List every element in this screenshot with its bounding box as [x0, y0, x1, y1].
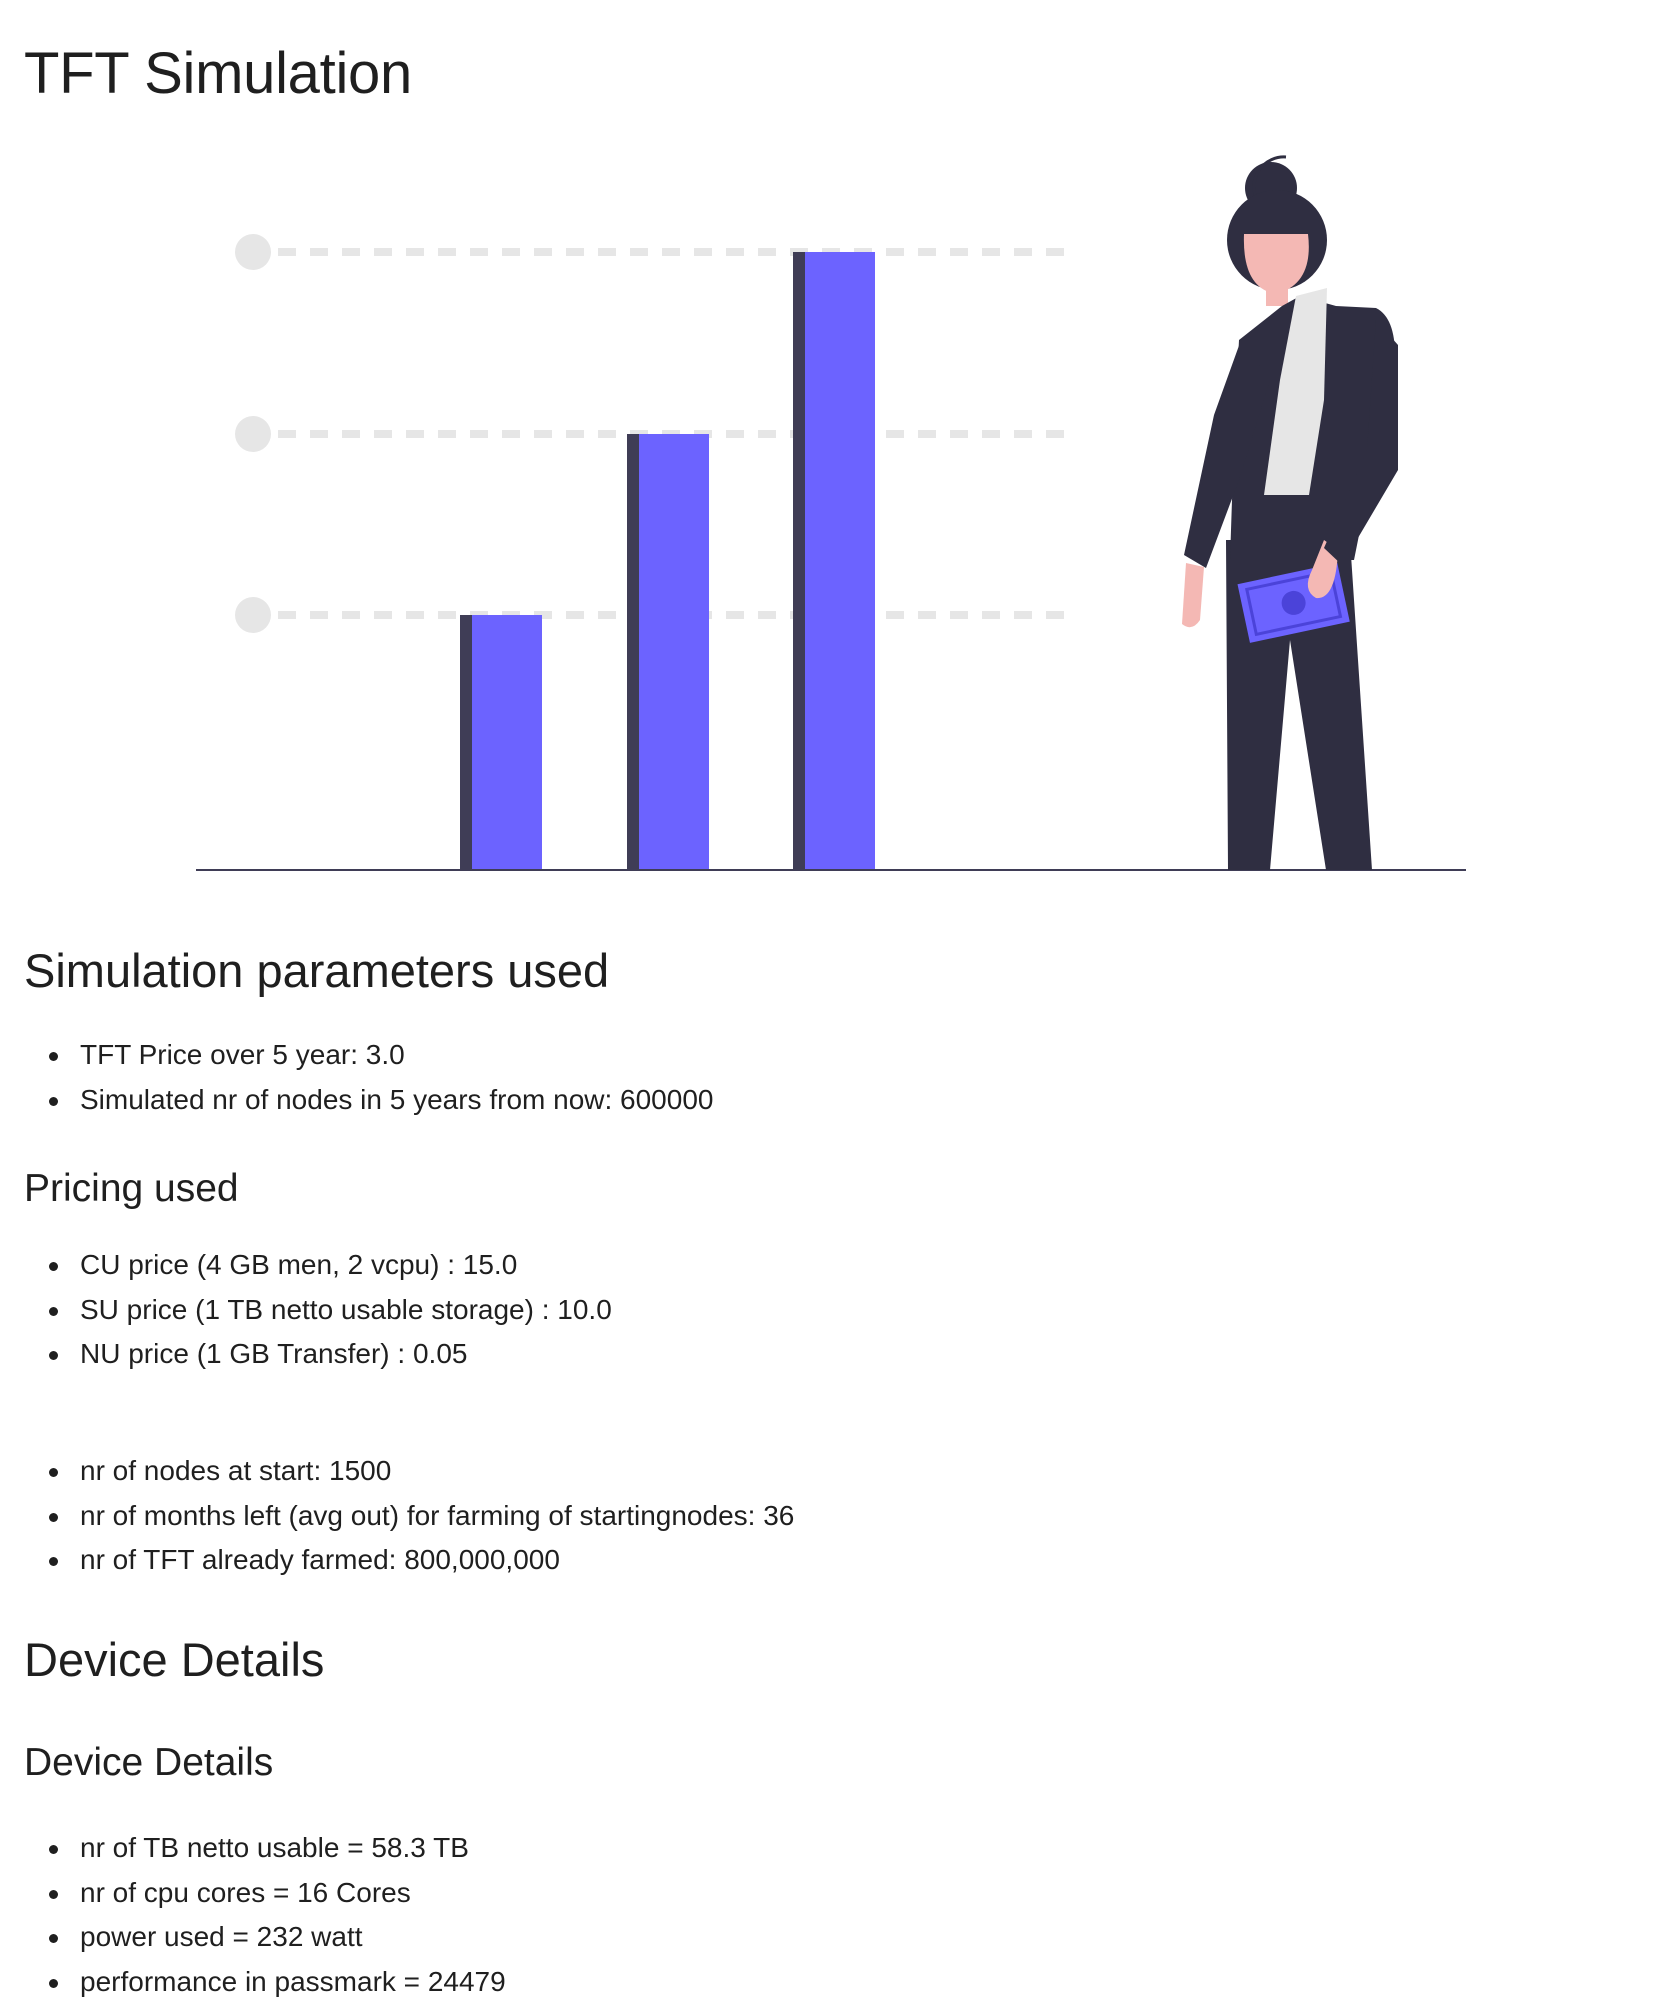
- list-item: CU price (4 GB men, 2 vcpu) : 15.0: [49, 1243, 612, 1288]
- device-list: nr of TB netto usable = 58.3 TB nr of cp…: [24, 1826, 506, 2004]
- simulation-list: TFT Price over 5 year: 3.0 Simulated nr …: [24, 1033, 713, 1122]
- hero-illustration: [196, 155, 1466, 871]
- device-heading: Device Details: [24, 1633, 325, 1686]
- list-item: performance in passmark = 24479: [49, 1960, 506, 2005]
- list-item: SU price (1 TB netto usable storage) : 1…: [49, 1288, 612, 1333]
- list-item: nr of nodes at start: 1500: [48, 1449, 794, 1494]
- bar-medium: [627, 434, 709, 870]
- pricing-heading: Pricing used: [24, 1167, 239, 1210]
- list-item: power used = 232 watt: [49, 1915, 506, 1960]
- bar-large: [793, 252, 875, 870]
- woman-figure: [1182, 155, 1398, 870]
- list-item: nr of TFT already farmed: 800,000,000: [48, 1538, 794, 1583]
- page-title: TFT Simulation: [24, 41, 412, 106]
- list-item: NU price (1 GB Transfer) : 0.05: [49, 1332, 612, 1377]
- simulation-heading: Simulation parameters used: [24, 944, 610, 997]
- list-item: TFT Price over 5 year: 3.0: [48, 1033, 713, 1078]
- device-subheading: Device Details: [24, 1741, 274, 1784]
- list-item: nr of cpu cores = 16 Cores: [49, 1871, 506, 1916]
- list-item: nr of TB netto usable = 58.3 TB: [49, 1826, 506, 1871]
- list-item: nr of months left (avg out) for farming …: [48, 1494, 794, 1539]
- nodes-list: nr of nodes at start: 1500 nr of months …: [24, 1449, 794, 1583]
- bar-small: [460, 615, 542, 870]
- list-item: Simulated nr of nodes in 5 years from no…: [48, 1078, 713, 1123]
- pricing-list: CU price (4 GB men, 2 vcpu) : 15.0 SU pr…: [24, 1243, 612, 1377]
